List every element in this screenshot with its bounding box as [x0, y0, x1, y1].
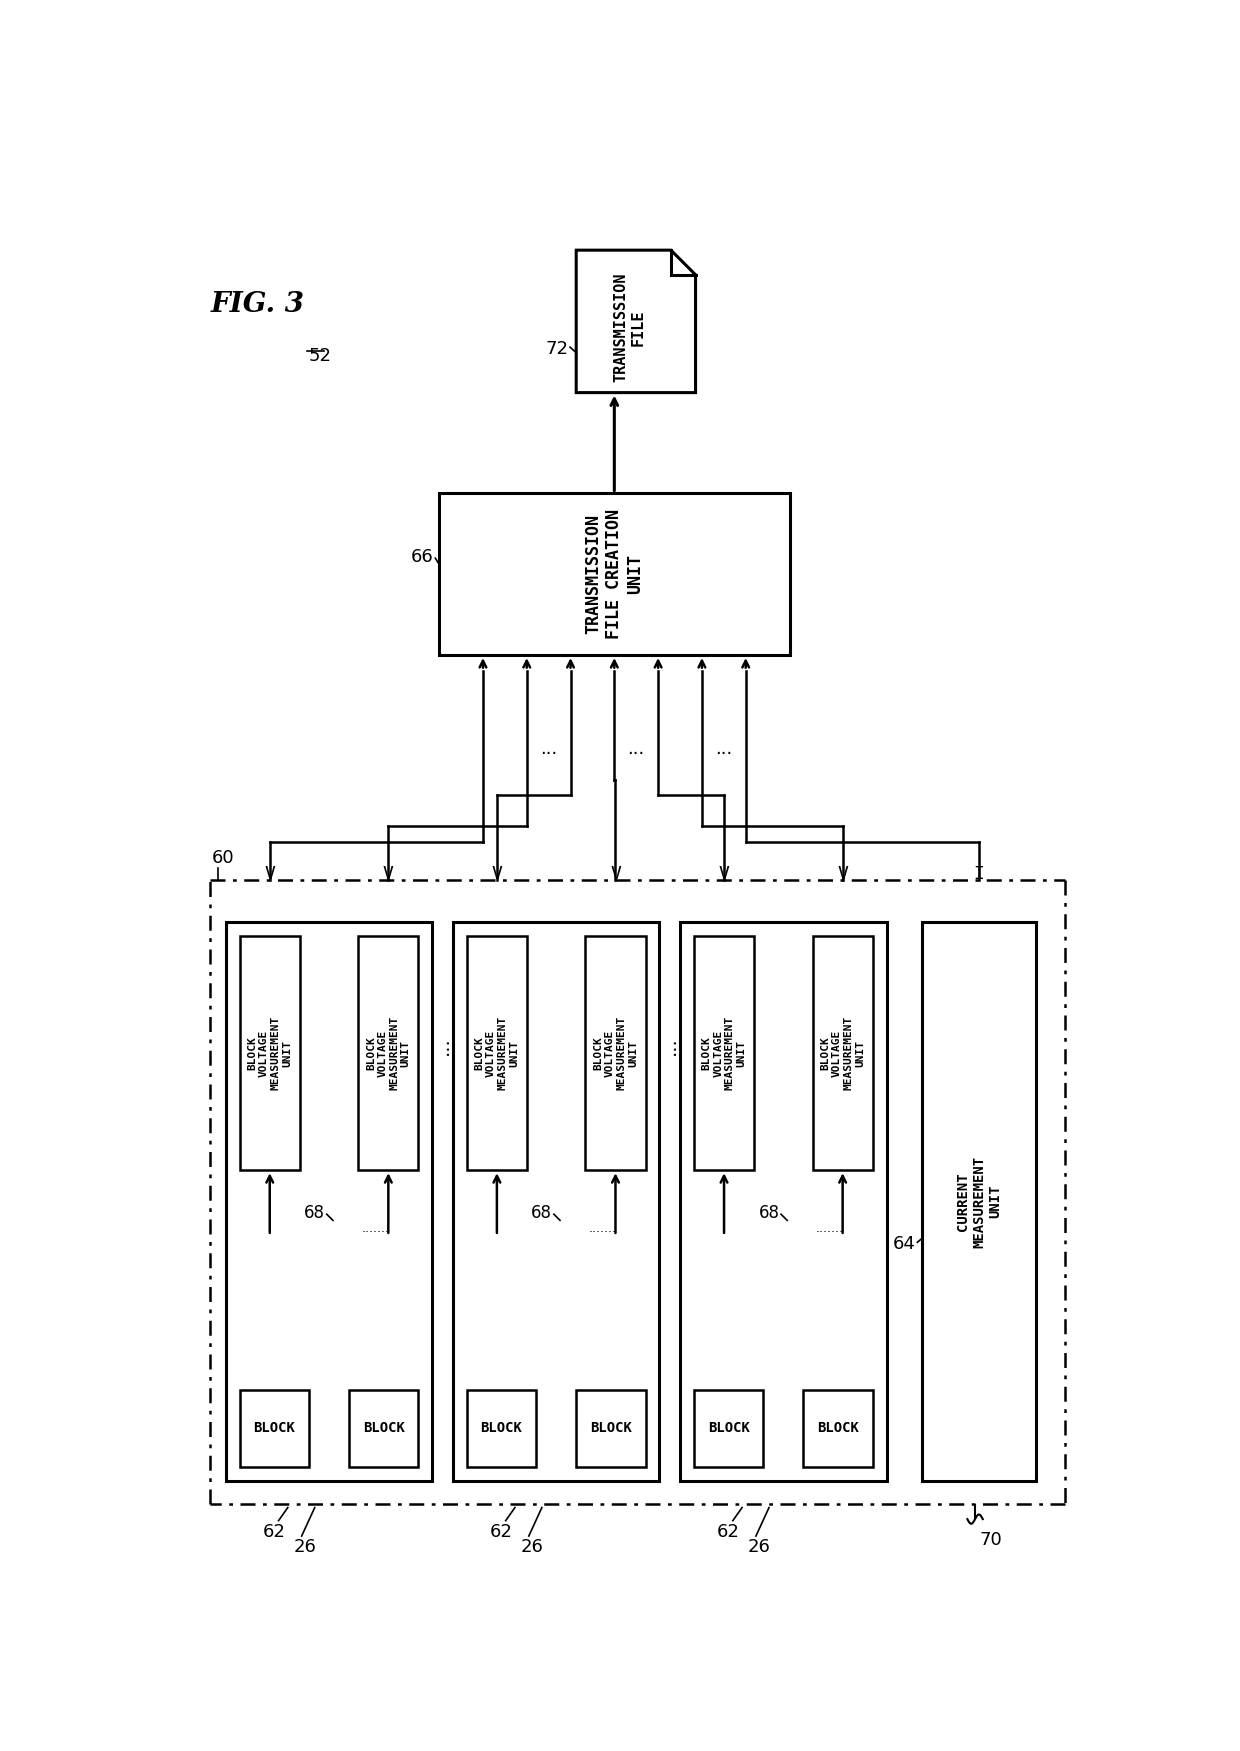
Text: 66: 66: [410, 548, 434, 566]
Bar: [694, 1390, 764, 1467]
Text: BLOCK
VOLTAGE
MEASUREMENT
UNIT: BLOCK VOLTAGE MEASUREMENT UNIT: [366, 1016, 410, 1091]
Bar: [923, 923, 1035, 1481]
Bar: [439, 494, 790, 655]
Text: 64: 64: [893, 1234, 916, 1254]
Text: V: V: [719, 865, 729, 883]
Bar: [239, 937, 300, 1170]
Bar: [694, 937, 754, 1170]
Bar: [812, 937, 873, 1170]
Text: 62: 62: [490, 1523, 512, 1541]
Text: 60: 60: [212, 849, 234, 867]
Text: 68: 68: [304, 1203, 325, 1222]
Text: ...: ...: [660, 1037, 680, 1054]
Text: BLOCK: BLOCK: [363, 1422, 404, 1436]
Text: V: V: [610, 865, 621, 883]
Bar: [585, 937, 646, 1170]
Text: V: V: [837, 865, 848, 883]
Text: 72: 72: [546, 340, 568, 357]
Text: 26: 26: [521, 1539, 543, 1557]
Text: BLOCK: BLOCK: [253, 1422, 295, 1436]
Text: CURRENT
MEASUREMENT
UNIT: CURRENT MEASUREMENT UNIT: [956, 1156, 1002, 1247]
Bar: [804, 1390, 873, 1467]
Text: 62: 62: [263, 1523, 285, 1541]
Bar: [467, 1390, 536, 1467]
Text: ...: ...: [627, 741, 645, 758]
Text: 52: 52: [309, 347, 331, 366]
Text: BLOCK
VOLTAGE
MEASUREMENT
UNIT: BLOCK VOLTAGE MEASUREMENT UNIT: [820, 1016, 866, 1091]
Bar: [358, 937, 418, 1170]
Text: .......: .......: [816, 1222, 843, 1234]
Text: 70: 70: [980, 1530, 1002, 1548]
Text: V: V: [264, 865, 275, 883]
Text: ...: ...: [433, 1037, 453, 1054]
Bar: [226, 923, 433, 1481]
Text: TRANSMISSION
FILE: TRANSMISSION FILE: [614, 273, 646, 382]
Text: .......: .......: [361, 1222, 389, 1234]
Text: V: V: [383, 865, 394, 883]
Bar: [577, 1390, 646, 1467]
Bar: [681, 923, 887, 1481]
Bar: [467, 937, 527, 1170]
Text: ...: ...: [715, 741, 733, 758]
Text: TRANSMISSION
FILE CREATION
UNIT: TRANSMISSION FILE CREATION UNIT: [584, 510, 644, 639]
Text: BLOCK
VOLTAGE
MEASUREMENT
UNIT: BLOCK VOLTAGE MEASUREMENT UNIT: [247, 1016, 293, 1091]
Text: BLOCK
VOLTAGE
MEASUREMENT
UNIT: BLOCK VOLTAGE MEASUREMENT UNIT: [702, 1016, 746, 1091]
Text: FIG. 3: FIG. 3: [211, 291, 305, 319]
Text: V: V: [491, 865, 502, 883]
Text: BLOCK: BLOCK: [590, 1422, 632, 1436]
Text: 68: 68: [532, 1203, 552, 1222]
Text: BLOCK
VOLTAGE
MEASUREMENT
UNIT: BLOCK VOLTAGE MEASUREMENT UNIT: [475, 1016, 520, 1091]
Text: 26: 26: [294, 1539, 316, 1557]
Bar: [453, 923, 660, 1481]
Polygon shape: [577, 250, 696, 392]
Text: BLOCK: BLOCK: [481, 1422, 522, 1436]
Text: BLOCK: BLOCK: [708, 1422, 750, 1436]
Text: ...: ...: [539, 741, 557, 758]
Bar: [350, 1390, 418, 1467]
Text: BLOCK: BLOCK: [817, 1422, 859, 1436]
Bar: [239, 1390, 309, 1467]
Text: 62: 62: [717, 1523, 739, 1541]
Text: 68: 68: [759, 1203, 780, 1222]
Text: 26: 26: [748, 1539, 770, 1557]
Text: I: I: [973, 865, 985, 883]
Text: .......: .......: [589, 1222, 616, 1234]
Text: BLOCK
VOLTAGE
MEASUREMENT
UNIT: BLOCK VOLTAGE MEASUREMENT UNIT: [593, 1016, 637, 1091]
